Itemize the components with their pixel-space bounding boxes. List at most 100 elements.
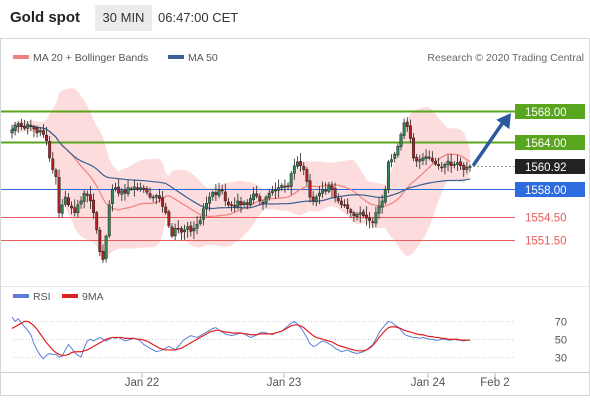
ma20-legend-label: MA 20 + Bollinger Bands <box>33 52 148 64</box>
candle-body <box>161 197 165 207</box>
candle-body <box>142 187 146 190</box>
candle-body <box>114 187 117 190</box>
ma20-legend-swatch <box>13 55 29 59</box>
rsi-line <box>11 316 470 360</box>
candle-body <box>327 185 331 192</box>
bollinger-bands <box>12 88 470 260</box>
candle-body <box>223 191 227 202</box>
candle-body <box>208 196 212 204</box>
candle-body <box>434 161 437 165</box>
candle-body <box>16 123 20 126</box>
candle-body <box>396 145 400 156</box>
candle-body <box>386 161 390 190</box>
rsi-ma-line <box>11 320 470 356</box>
candle-body <box>70 205 74 209</box>
candle-body <box>308 180 312 198</box>
candle-body <box>220 189 224 192</box>
x-tick-label: Feb 2 <box>480 377 509 389</box>
candle-body <box>211 192 215 197</box>
candle-body <box>120 190 124 195</box>
timeframe-button[interactable]: 30 MIN <box>95 5 152 31</box>
candle-body <box>132 186 136 190</box>
candle-body <box>270 190 274 193</box>
candle-body <box>277 187 281 191</box>
candle-body <box>192 228 196 232</box>
candle-body <box>35 127 39 134</box>
candle-body <box>355 213 359 217</box>
candle-body <box>415 157 419 162</box>
candle-body <box>164 206 168 213</box>
candle-body <box>314 196 318 203</box>
candle-body <box>85 193 89 196</box>
candle-body <box>29 124 33 127</box>
candle-body <box>468 166 472 168</box>
candle-body <box>82 192 86 202</box>
candle-body <box>154 195 158 198</box>
candle-body <box>107 204 111 237</box>
candle-body <box>110 188 114 204</box>
candle-body <box>173 228 177 237</box>
candle-body <box>230 204 234 206</box>
source-credit: Research © 2020 Trading Central <box>427 52 584 64</box>
x-tick-label: Jan 24 <box>411 377 446 389</box>
level-label-current: 1560.92 <box>525 162 567 174</box>
candle-body <box>380 200 384 208</box>
rsi-legend-label: RSI <box>33 291 51 303</box>
candle-body <box>321 188 325 194</box>
candle-body <box>19 123 23 127</box>
rsi-legend-swatch <box>13 294 29 298</box>
candle-body <box>296 161 299 167</box>
candle-body <box>412 137 415 159</box>
rsi-tick-label: 30 <box>555 353 567 365</box>
candle-body <box>239 201 243 206</box>
level-tag-pivot <box>515 182 585 197</box>
x-tick-label: Jan 23 <box>267 377 302 389</box>
forecast-arrow-shaft <box>472 116 508 167</box>
candle-body <box>13 124 17 131</box>
candle-body <box>157 195 161 199</box>
candle-body <box>418 159 422 162</box>
candle-body <box>339 200 343 206</box>
candle-body <box>349 209 353 213</box>
x-axis: Jan 22 Jan 23 Jan 24 Feb 2 <box>125 373 510 389</box>
ma9-legend-swatch <box>62 294 78 298</box>
candle-body <box>437 164 441 167</box>
candle-body <box>393 153 397 159</box>
ma50-legend-swatch <box>168 55 184 59</box>
level-label-resistance: 1568.00 <box>525 107 567 119</box>
candle-body <box>424 156 428 159</box>
candle-body <box>54 169 58 177</box>
candle-body <box>60 204 64 214</box>
candle-body <box>170 226 174 237</box>
candle-body <box>151 196 155 199</box>
candle-body <box>267 192 271 198</box>
candle-body <box>63 196 67 205</box>
candle-body <box>51 158 55 170</box>
candle-body <box>459 161 463 167</box>
candle-body <box>98 229 102 252</box>
level-label-support: 1554.50 <box>525 213 567 225</box>
candle-body <box>443 163 447 168</box>
candle-body <box>399 134 403 147</box>
candle-body <box>383 188 387 203</box>
candle-body <box>117 186 121 194</box>
candle-body <box>405 121 409 127</box>
forecast-arrow <box>472 113 511 167</box>
candle-body <box>123 190 127 194</box>
x-tick-label: Jan 22 <box>125 377 160 389</box>
chart-title: Gold spot <box>10 9 80 26</box>
ma9-legend-label: 9MA <box>82 291 104 303</box>
candle-body <box>148 193 152 198</box>
candle-body <box>88 194 92 202</box>
candle-body <box>330 185 334 190</box>
candle-body <box>236 200 240 207</box>
candle-body <box>245 202 249 206</box>
candle-body <box>139 187 143 190</box>
candle-body <box>286 185 290 188</box>
candle-body <box>227 201 230 206</box>
candle-body <box>365 214 368 219</box>
candle-body <box>255 193 259 197</box>
candle-body <box>427 156 431 159</box>
level-tag-resistance <box>515 135 585 150</box>
candle-body <box>57 177 61 213</box>
